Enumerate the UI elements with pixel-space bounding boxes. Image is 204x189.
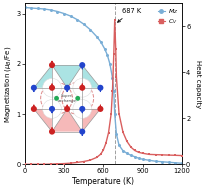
Text: 687 K: 687 K <box>118 8 141 22</box>
Legend: $M_Z$, $C_V$: $M_Z$, $C_V$ <box>157 7 179 27</box>
Y-axis label: Heat capacity: Heat capacity <box>195 60 201 108</box>
X-axis label: Temperature (K): Temperature (K) <box>72 177 134 186</box>
Y-axis label: Magnetization ($\mu_B$/Fe): Magnetization ($\mu_B$/Fe) <box>3 45 13 123</box>
